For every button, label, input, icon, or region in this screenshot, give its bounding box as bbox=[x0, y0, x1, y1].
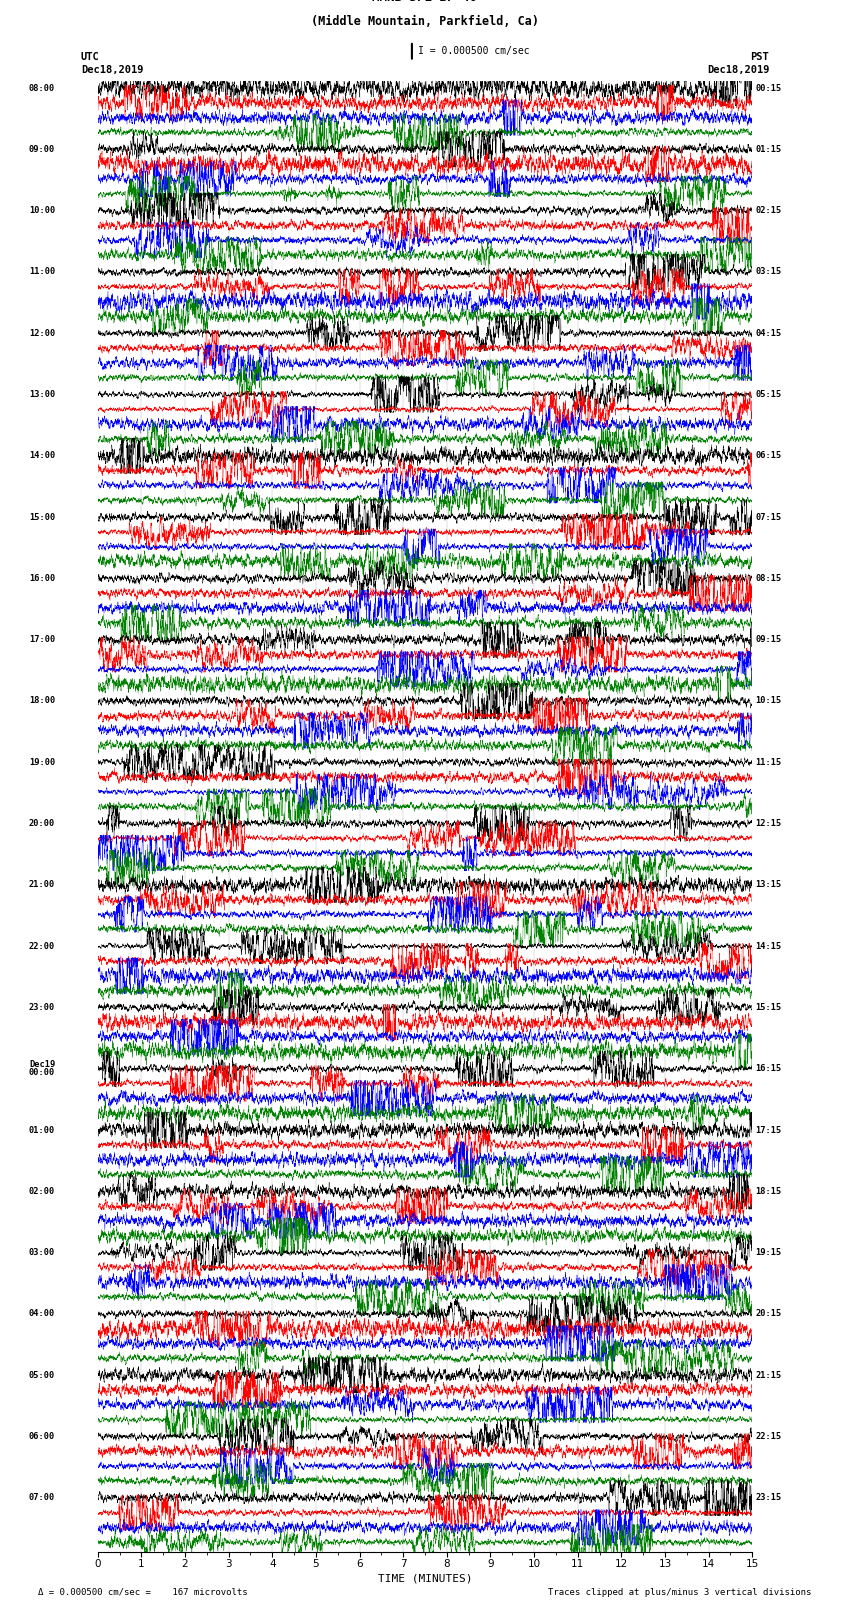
Text: 20:00: 20:00 bbox=[29, 819, 55, 827]
Text: 07:00: 07:00 bbox=[29, 1494, 55, 1502]
Text: Dec18,2019: Dec18,2019 bbox=[81, 65, 144, 74]
Text: 02:15: 02:15 bbox=[756, 206, 782, 215]
Text: 18:15: 18:15 bbox=[756, 1187, 782, 1195]
Text: 21:00: 21:00 bbox=[29, 881, 55, 889]
Text: 08:00: 08:00 bbox=[29, 84, 55, 92]
Text: 23:15: 23:15 bbox=[756, 1494, 782, 1502]
Text: 12:00: 12:00 bbox=[29, 329, 55, 337]
Text: 17:15: 17:15 bbox=[756, 1126, 782, 1134]
Text: 19:15: 19:15 bbox=[756, 1248, 782, 1257]
Text: 04:00: 04:00 bbox=[29, 1310, 55, 1318]
Text: UTC: UTC bbox=[81, 52, 99, 61]
Text: Dec18,2019: Dec18,2019 bbox=[706, 65, 769, 74]
Text: 05:15: 05:15 bbox=[756, 390, 782, 398]
Text: 18:00: 18:00 bbox=[29, 697, 55, 705]
Text: 22:00: 22:00 bbox=[29, 942, 55, 950]
Text: 22:15: 22:15 bbox=[756, 1432, 782, 1440]
Text: 14:00: 14:00 bbox=[29, 452, 55, 460]
X-axis label: TIME (MINUTES): TIME (MINUTES) bbox=[377, 1574, 473, 1584]
Text: 10:00: 10:00 bbox=[29, 206, 55, 215]
Text: 01:00: 01:00 bbox=[29, 1126, 55, 1134]
Text: 06:15: 06:15 bbox=[756, 452, 782, 460]
Text: 15:00: 15:00 bbox=[29, 513, 55, 521]
Text: 06:00: 06:00 bbox=[29, 1432, 55, 1440]
Text: 00:15: 00:15 bbox=[756, 84, 782, 92]
Text: 20:15: 20:15 bbox=[756, 1310, 782, 1318]
Text: 01:15: 01:15 bbox=[756, 145, 782, 153]
Text: 23:00: 23:00 bbox=[29, 1003, 55, 1011]
Text: Δ = 0.000500 cm/sec =    167 microvolts: Δ = 0.000500 cm/sec = 167 microvolts bbox=[38, 1587, 248, 1597]
Text: 13:15: 13:15 bbox=[756, 881, 782, 889]
Text: 15:15: 15:15 bbox=[756, 1003, 782, 1011]
Text: 13:00: 13:00 bbox=[29, 390, 55, 398]
Text: (Middle Mountain, Parkfield, Ca): (Middle Mountain, Parkfield, Ca) bbox=[311, 15, 539, 27]
Text: 16:15: 16:15 bbox=[756, 1065, 782, 1073]
Text: 03:15: 03:15 bbox=[756, 268, 782, 276]
Text: 12:15: 12:15 bbox=[756, 819, 782, 827]
Text: Traces clipped at plus/minus 3 vertical divisions: Traces clipped at plus/minus 3 vertical … bbox=[548, 1587, 812, 1597]
Text: 04:15: 04:15 bbox=[756, 329, 782, 337]
Text: 21:15: 21:15 bbox=[756, 1371, 782, 1379]
Text: I = 0.000500 cm/sec: I = 0.000500 cm/sec bbox=[418, 47, 530, 56]
Text: 08:15: 08:15 bbox=[756, 574, 782, 582]
Text: 09:00: 09:00 bbox=[29, 145, 55, 153]
Text: Dec19
00:00: Dec19 00:00 bbox=[29, 1060, 55, 1077]
Text: PST: PST bbox=[751, 52, 769, 61]
Text: 05:00: 05:00 bbox=[29, 1371, 55, 1379]
Text: 16:00: 16:00 bbox=[29, 574, 55, 582]
Text: 17:00: 17:00 bbox=[29, 636, 55, 644]
Text: 07:15: 07:15 bbox=[756, 513, 782, 521]
Text: 11:15: 11:15 bbox=[756, 758, 782, 766]
Text: 14:15: 14:15 bbox=[756, 942, 782, 950]
Text: 11:00: 11:00 bbox=[29, 268, 55, 276]
Text: 02:00: 02:00 bbox=[29, 1187, 55, 1195]
Text: 19:00: 19:00 bbox=[29, 758, 55, 766]
Text: 03:00: 03:00 bbox=[29, 1248, 55, 1257]
Text: 10:15: 10:15 bbox=[756, 697, 782, 705]
Text: 09:15: 09:15 bbox=[756, 636, 782, 644]
Text: MMNB DP1 BP 40: MMNB DP1 BP 40 bbox=[372, 0, 478, 5]
